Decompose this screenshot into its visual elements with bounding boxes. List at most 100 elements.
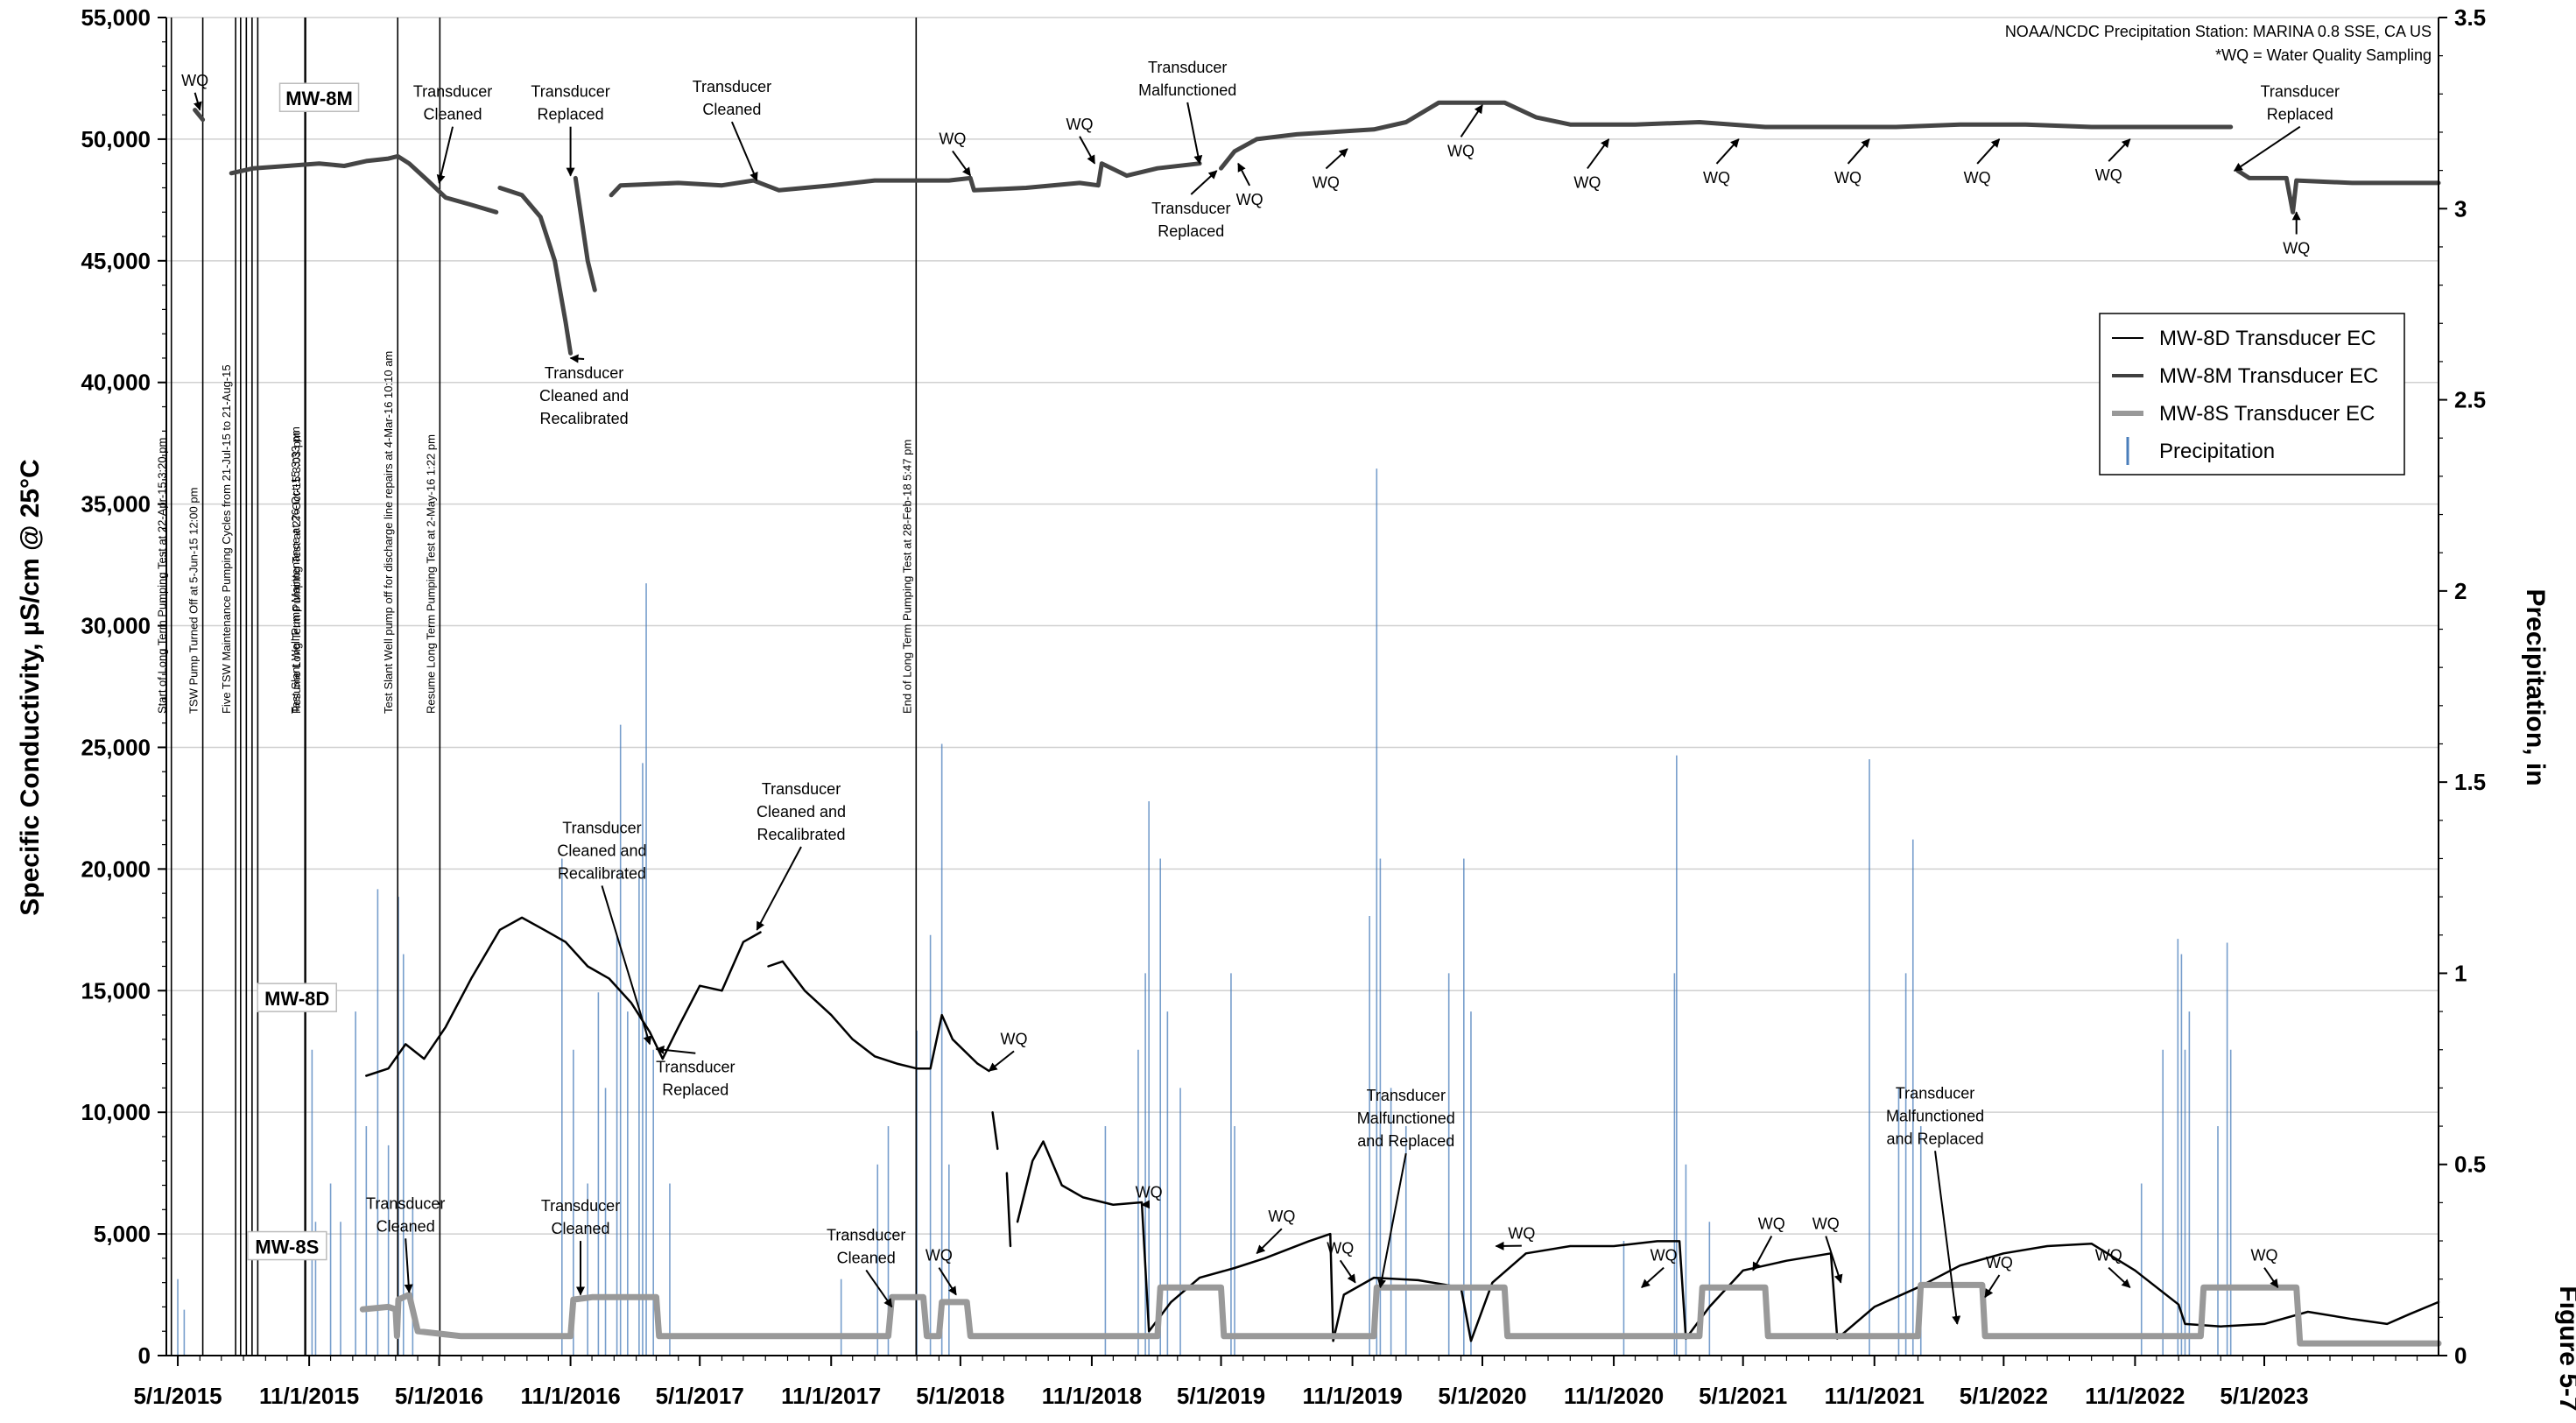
series [193, 100, 2442, 1347]
annotation-arrow [2233, 125, 2301, 172]
x-tick-label: 11/1/2021 [1825, 1383, 1925, 1409]
annotation-text: WQ [1703, 169, 1730, 187]
annotation-arrow [1752, 1236, 1773, 1272]
annotation-text: Transducer [413, 83, 492, 101]
annotation-arrow [2108, 138, 2131, 162]
annotation-text: WQ [1136, 1183, 1163, 1201]
annotation-arrow [1934, 1151, 1961, 1325]
annotation-text: Recalibrated [540, 410, 629, 427]
annotation-text: Transducer [827, 1226, 905, 1243]
well-label: MW-8D [264, 988, 329, 1010]
well-label: MW-8S [255, 1236, 319, 1258]
annotation-text: WQ [1964, 169, 1991, 187]
series-line [1005, 1172, 1012, 1248]
annotation-text: and Replaced [1357, 1132, 1454, 1150]
legend-label: MW-8S Transducer EC [2159, 402, 2375, 426]
annotation-text: WQ [1650, 1247, 1678, 1264]
annotation-text: Transducer [693, 78, 771, 95]
annotation-text: Transducer [762, 780, 841, 798]
y-tick-label: 30,000 [81, 613, 151, 639]
annotation-arrow [1460, 104, 1483, 137]
annotation-text: and Replaced [1887, 1130, 1984, 1147]
annotation-arrow [601, 885, 652, 1046]
well-label-box [257, 983, 337, 1012]
annotation-text: Malfunctioned [1357, 1110, 1455, 1127]
well-label: MW-8M [285, 88, 353, 109]
annotation-text: WQ [1447, 142, 1475, 159]
y-tick-label: 25,000 [81, 734, 151, 760]
annotation-text: Malfunctioned [1886, 1107, 1984, 1124]
annotation-text: Transducer [545, 364, 623, 382]
legend-label: MW-8M Transducer EC [2159, 364, 2378, 388]
y-tick-label: 20,000 [81, 856, 151, 882]
event-label: Resume Long Term Pumping Test at 2-May-1… [424, 434, 437, 714]
annotation-arrow [1825, 1236, 1843, 1284]
event-label: Resume Long Term Pumping Test at 27-Oct-… [290, 432, 303, 714]
y-tick-label: 0 [138, 1342, 151, 1369]
annotation-text: Recalibrated [757, 826, 845, 843]
annotation-text: Replaced [538, 106, 604, 123]
x-tick-label: 5/1/2019 [1177, 1383, 1265, 1409]
annotation-arrow [1237, 162, 1251, 187]
annotation-text: WQ [2251, 1247, 2278, 1264]
annotation-text: Transducer [1151, 200, 1230, 217]
annotation-text: Cleaned [377, 1217, 435, 1235]
series-line [2235, 168, 2441, 215]
x-tick-label: 5/1/2017 [656, 1383, 744, 1409]
x-tick-label: 11/1/2019 [1302, 1383, 1402, 1409]
annotation-arrow [1339, 1259, 1356, 1284]
annotation-arrow [1186, 102, 1203, 165]
annotation-arrow [194, 92, 202, 111]
annotation-text: WQ [1066, 116, 1094, 133]
y2-tick-label: 2.5 [2454, 387, 2486, 413]
legend: MW-8D Transducer EC MW-8M Transducer EC MW… [2099, 313, 2405, 476]
annotation-text: Transducer [562, 819, 641, 836]
x-tick-label: 11/1/2017 [781, 1383, 881, 1409]
x-tick-label: 5/1/2016 [395, 1383, 483, 1409]
series-line [1016, 1140, 2440, 1342]
x-tick-label: 11/1/2022 [2085, 1383, 2185, 1409]
legend-label: MW-8D Transducer EC [2159, 327, 2376, 350]
annotation-text: WQ [2283, 239, 2310, 257]
event-label: End of Long Term Pumping Test at 28-Feb-… [900, 440, 913, 714]
annotation-arrow [988, 1050, 1015, 1072]
annotation-arrow [1377, 1152, 1407, 1289]
x-tick-label: 5/1/2020 [1438, 1383, 1526, 1409]
annotation-text: WQ [1812, 1215, 1840, 1233]
y2-tick-label: 3 [2454, 195, 2467, 222]
x-tick-label: 11/1/2020 [1564, 1383, 1664, 1409]
annotation-text: Cleaned [837, 1249, 896, 1266]
x-tick-label: 5/1/2023 [2220, 1383, 2308, 1409]
figure-side-label: Figure 5-7 [2554, 1286, 2576, 1411]
annotation-arrow [730, 121, 758, 182]
annotation-arrow [2263, 1267, 2279, 1289]
y2-axis-title: Precipitation, in [2521, 588, 2550, 785]
station-note: *WQ = Water Quality Sampling [2215, 46, 2432, 64]
annotation-text: WQ [1001, 1030, 1028, 1047]
y2-tick-label: 0 [2454, 1342, 2467, 1369]
annotation-text: Transducer [1896, 1084, 1974, 1102]
y-tick-label: 55,000 [81, 4, 151, 31]
annotations: WQ Transducer Cleaned Transducer Replaced Tra… [181, 59, 2340, 1325]
annotation-text: WQ [1986, 1254, 2013, 1272]
annotation-arrow [1325, 148, 1348, 170]
annotation-text: WQ [939, 130, 966, 147]
annotation-text: WQ [1236, 191, 1263, 208]
y-tick-label: 10,000 [81, 1099, 151, 1125]
well-labels: MW-8M MW-8D MW-8S [247, 82, 360, 1261]
annotation-text: Replaced [662, 1081, 728, 1099]
annotation-text: Transducer [531, 83, 609, 101]
annotation-text: Replaced [2267, 106, 2333, 123]
precipitation-bars [177, 468, 2232, 1356]
annotation-arrow [865, 1269, 893, 1308]
annotation-text: Recalibrated [558, 864, 646, 882]
annotation-text: Transducer [1367, 1087, 1446, 1104]
annotation-text: WQ [1573, 173, 1601, 191]
annotation-text: WQ [1834, 169, 1862, 187]
x-tick-label: 11/1/2016 [520, 1383, 620, 1409]
series-line [1219, 100, 2234, 171]
series-line [229, 153, 499, 215]
annotation-arrow [952, 150, 972, 177]
annotation-text: WQ [1758, 1215, 1785, 1233]
